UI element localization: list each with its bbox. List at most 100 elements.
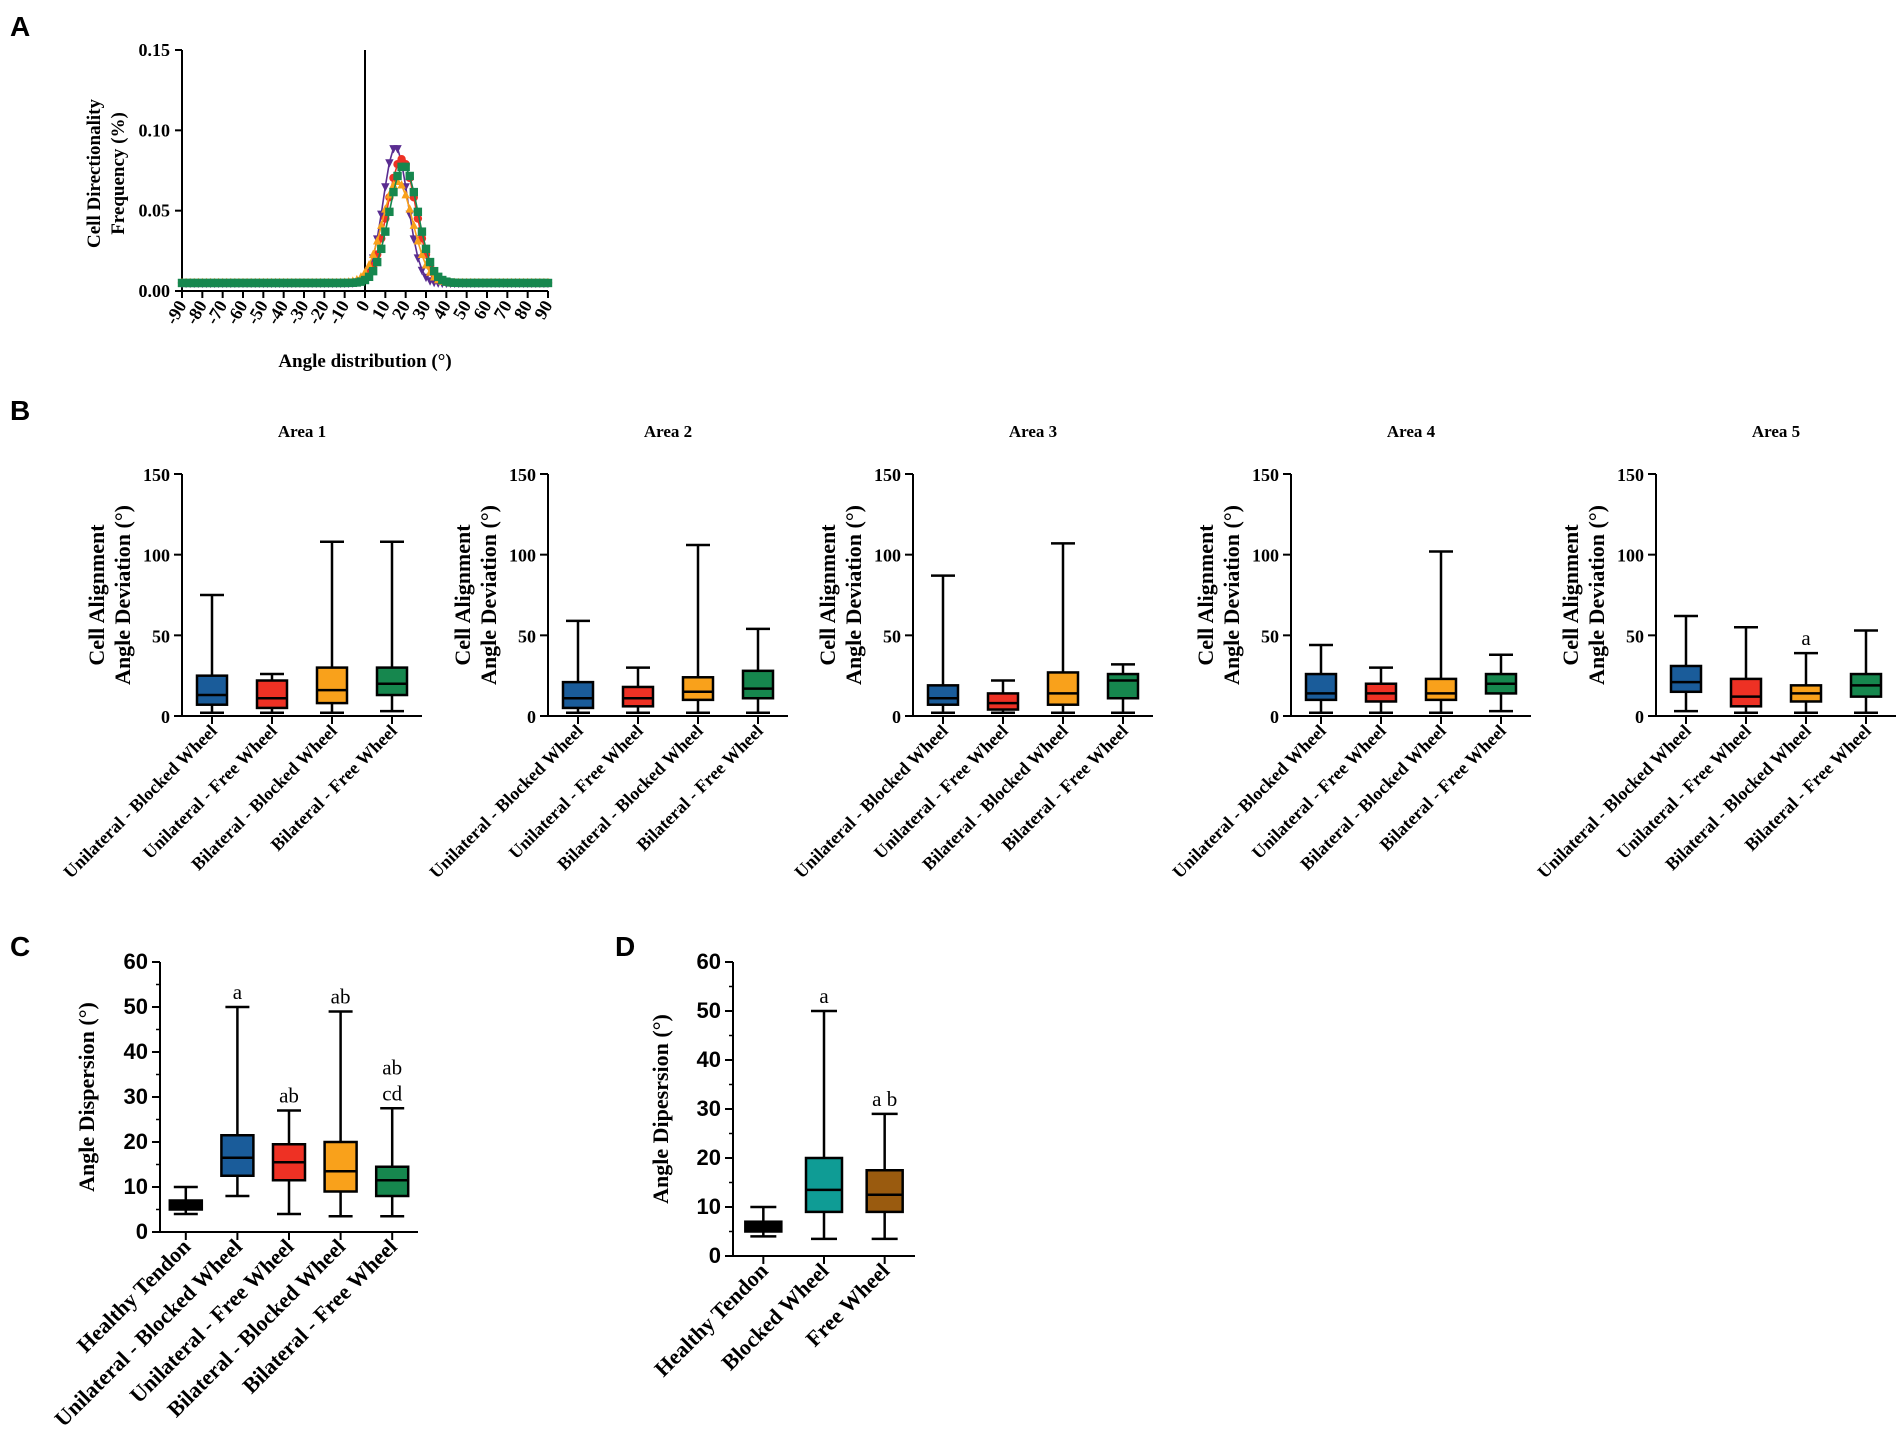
pc-y-axis-title: Angle Dispersion (°)	[74, 1002, 99, 1192]
pb4-y-axis-title-line: Cell Alignment	[1193, 524, 1218, 666]
pb5-y-axis-title: Cell AlignmentAngle Deviation (°)	[1558, 505, 1609, 685]
pb1-y-tick-label: 100	[143, 546, 170, 566]
pb3-y-tick-label: 100	[874, 546, 901, 566]
a-data-point	[389, 187, 398, 197]
pb5-box	[1729, 677, 1763, 708]
a-y-tick-label: 0.05	[139, 201, 171, 221]
pc-box	[220, 1134, 255, 1177]
pd-y-tick-label: 10	[697, 1194, 721, 1219]
pb2-y-tick-label: 0	[527, 707, 536, 727]
pb3-y-tick-label: 150	[874, 465, 901, 485]
pb2-box	[621, 685, 655, 708]
pc-significance-label: cd	[382, 1081, 402, 1105]
a-data-point	[409, 220, 418, 229]
a-y-tick-label: 0.10	[139, 120, 171, 140]
a-x-tick-label: -10	[324, 297, 353, 328]
pb4-y-tick-label: 50	[1261, 626, 1279, 646]
a-x-tick-label: 90	[530, 297, 556, 323]
pb3-y-tick-label: 0	[892, 707, 901, 727]
a-data-point	[381, 227, 390, 236]
a-data-point	[385, 159, 394, 168]
pb5-y-axis-title-line: Angle Deviation (°)	[1584, 505, 1609, 685]
pb1-box	[375, 666, 409, 697]
pd-significance-label: a	[819, 984, 829, 1008]
a-data-point	[377, 210, 386, 220]
pb2-box	[561, 680, 595, 710]
pd-y-tick-label: 50	[697, 998, 721, 1023]
a-data-point	[385, 207, 394, 217]
pb3-y-tick-label: 50	[883, 626, 901, 646]
a-data-point	[421, 273, 431, 283]
pb1-y-tick-label: 0	[161, 707, 170, 727]
pb3-y-axis-title-line: Cell Alignment	[815, 524, 840, 666]
a-data-point	[364, 260, 374, 269]
a-data-point	[368, 249, 378, 259]
a-data-point	[368, 266, 378, 276]
pc-significance-label: ab	[331, 985, 351, 1009]
a-data-point	[373, 257, 382, 267]
pb3-title: Area 3	[1009, 422, 1057, 441]
pb4-y-tick-label: 100	[1252, 546, 1279, 566]
panel-label-a: A	[10, 11, 30, 42]
pd-box	[865, 1169, 904, 1214]
pc-y-tick-label: 10	[124, 1174, 148, 1199]
pb5-significance-label: a	[1801, 626, 1811, 650]
pd-y-axis-title: Angle Dipesrsion (°)	[648, 1014, 673, 1204]
pc-y-tick-label: 0	[136, 1219, 148, 1244]
a-data-point	[377, 220, 386, 229]
pc-y-tick-label: 30	[124, 1084, 148, 1109]
pc-significance-label: ab	[382, 1055, 402, 1079]
pd-y-tick-label: 0	[709, 1243, 721, 1268]
pb1-box	[195, 674, 229, 706]
pb3-box	[986, 692, 1020, 711]
pb4-y-axis-title-line: Angle Deviation (°)	[1219, 505, 1244, 685]
a-y-axis-title: Cell Directionality Frequency (%)	[84, 99, 129, 248]
pd-y-tick-label: 30	[697, 1096, 721, 1121]
pb5-box	[1669, 664, 1703, 694]
pb1-box	[315, 666, 349, 705]
a-data-point	[373, 236, 382, 245]
pb1-title: Area 1	[278, 422, 326, 441]
a-data-point	[421, 244, 431, 254]
pb4-y-tick-label: 0	[1270, 707, 1279, 727]
a-data-point	[405, 204, 414, 213]
a-data-point	[409, 187, 418, 197]
a-data-point	[364, 272, 374, 282]
pb2-y-tick-label: 50	[518, 626, 536, 646]
a-data-point	[393, 145, 402, 154]
pd-y-tick-label: 20	[697, 1145, 721, 1170]
a-data-point	[401, 189, 410, 199]
a-data-point	[405, 210, 414, 220]
pd-category-label: Blocked Wheel	[716, 1258, 833, 1375]
pb2-y-axis-title-line: Angle Deviation (°)	[476, 505, 501, 685]
pb2-y-axis-title-line: Cell Alignment	[450, 524, 475, 666]
a-data-point	[409, 235, 418, 244]
a-data-point	[401, 162, 410, 172]
a-data-point	[417, 266, 427, 276]
pc-significance-label: ab	[279, 1084, 299, 1108]
a-data-point	[429, 266, 439, 276]
pc-significance-label: a	[233, 980, 243, 1004]
pb4-title: Area 4	[1387, 422, 1436, 441]
a-y-axis-title-line: Cell Directionality	[84, 99, 105, 248]
pb5-y-tick-label: 0	[1635, 707, 1644, 727]
a-data-point	[425, 257, 435, 267]
pc-y-tick-label: 40	[124, 1039, 148, 1064]
a-data-point	[413, 236, 423, 245]
pb1-box	[255, 679, 289, 710]
pb4-box	[1304, 672, 1338, 702]
pb3-box	[1106, 672, 1140, 700]
pd-significance-label: a b	[872, 1087, 897, 1111]
pd-y-tick-label: 40	[697, 1047, 721, 1072]
pb1-y-axis-title-line: Cell Alignment	[84, 524, 109, 666]
pc-box	[323, 1140, 358, 1193]
pb2-y-tick-label: 150	[509, 465, 536, 485]
pb4-box	[1424, 677, 1458, 702]
pb3-y-axis-title: Cell AlignmentAngle Deviation (°)	[815, 505, 866, 685]
pb1-y-tick-label: 150	[143, 465, 170, 485]
pb5-y-tick-label: 50	[1626, 626, 1644, 646]
pb1-y-tick-label: 50	[152, 626, 170, 646]
a-data-point	[381, 183, 390, 192]
pb4-y-tick-label: 150	[1252, 465, 1279, 485]
